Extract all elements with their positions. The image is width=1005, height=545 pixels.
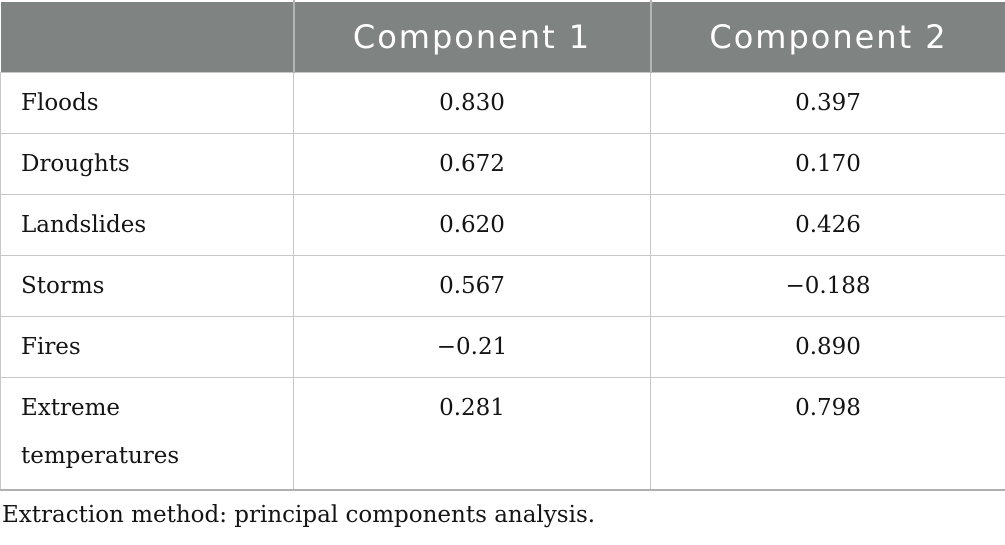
table-header: Component 1 Component 2 <box>0 1 1005 73</box>
cell-component1-value: 0.567 <box>293 255 651 317</box>
cell-component2-value: 0.890 <box>650 316 1005 378</box>
cell-component2-value: 0.798 <box>650 377 1005 490</box>
column-header-component-1: Component 1 <box>292 1 651 73</box>
table-row-landslides: Landslides 0.620 0.426 <box>0 194 1005 256</box>
table-footnote: Extraction method: principal components … <box>2 501 596 528</box>
row-label: Floods <box>0 72 294 134</box>
component-matrix-table: Component 1 Component 2 Floods 0.830 0.3… <box>0 0 1005 491</box>
cell-component1-value: −0.21 <box>293 316 651 378</box>
cell-component2-value: −0.188 <box>650 255 1005 317</box>
row-label: Extreme temperatures <box>0 377 294 490</box>
cell-component1-value: 0.620 <box>293 194 651 256</box>
row-label-column-header <box>0 1 294 73</box>
table-body: Floods 0.830 0.397 Droughts 0.672 0.170 … <box>0 72 1005 490</box>
table-row-floods: Floods 0.830 0.397 <box>0 72 1005 134</box>
cell-component2-value: 0.170 <box>650 133 1005 195</box>
table-row-fires: Fires −0.21 0.890 <box>0 316 1005 378</box>
row-label: Storms <box>0 255 294 317</box>
row-label: Fires <box>0 316 294 378</box>
cell-component2-value: 0.397 <box>650 72 1005 134</box>
cell-component1-value: 0.281 <box>293 377 651 490</box>
row-label: Landslides <box>0 194 294 256</box>
table-row-extreme-temperatures: Extreme temperatures 0.281 0.798 <box>0 377 1005 490</box>
row-label: Droughts <box>0 133 294 195</box>
cell-component2-value: 0.426 <box>650 194 1005 256</box>
column-header-component-2: Component 2 <box>649 1 1005 73</box>
cell-component1-value: 0.672 <box>293 133 651 195</box>
header-row: Component 1 Component 2 <box>0 1 1005 73</box>
table-row-droughts: Droughts 0.672 0.170 <box>0 133 1005 195</box>
table-row-storms: Storms 0.567 −0.188 <box>0 255 1005 317</box>
cell-component1-value: 0.830 <box>293 72 651 134</box>
